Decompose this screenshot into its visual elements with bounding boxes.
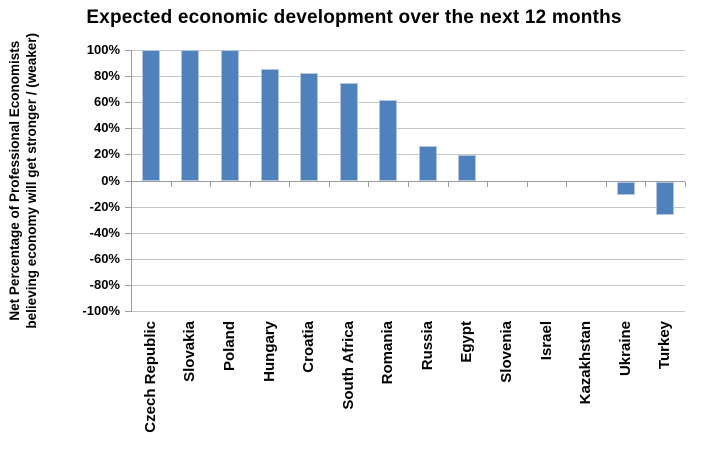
x-axis-tick-mark — [131, 182, 132, 187]
x-category-cell: South Africa — [329, 321, 369, 449]
x-category-cell: Slovenia — [487, 321, 527, 449]
x-category-label: Poland — [220, 321, 238, 372]
gridline — [131, 259, 685, 260]
x-axis-tick-mark — [329, 182, 330, 187]
y-tick-label: -60% — [89, 251, 120, 266]
gridline — [131, 311, 685, 312]
bar-ukraine — [617, 182, 635, 195]
x-category-cell: Ukraine — [606, 321, 646, 449]
x-axis-tick-mark — [171, 182, 172, 187]
y-axis-tick-mark — [125, 76, 131, 77]
x-category-cell: Kazakhstan — [566, 321, 606, 449]
bar-south-africa — [340, 83, 358, 181]
y-tick-label: 60% — [93, 94, 120, 109]
x-category-cell: Egypt — [448, 321, 488, 449]
x-category-label: Czech Republic — [141, 321, 159, 433]
bar-egypt — [458, 155, 476, 181]
y-tick-label: -80% — [89, 277, 120, 292]
gridline — [131, 76, 685, 77]
x-axis-tick-mark — [685, 182, 686, 187]
x-category-cell: Romania — [368, 321, 408, 449]
bar-czech-republic — [142, 50, 160, 181]
y-axis-title-line1: Net Percentage of Professional Economist… — [7, 41, 22, 321]
y-axis-tick-mark — [125, 102, 131, 103]
y-axis-tick-mark — [125, 181, 131, 182]
x-axis-labels: Czech Republic Slovakia Poland Hungary Croat… — [131, 321, 685, 449]
x-category-label: Slovakia — [181, 321, 199, 382]
y-axis-tick-mark — [125, 154, 131, 155]
plot-area — [125, 50, 686, 312]
x-category-cell: Turkey — [646, 321, 686, 449]
x-axis-tick-mark — [487, 182, 488, 187]
x-category-label: Slovenia — [497, 321, 515, 383]
y-tick-label: -20% — [89, 199, 120, 214]
x-category-cell: Israel — [527, 321, 567, 449]
y-axis-tick-mark — [125, 233, 131, 234]
x-category-cell: Hungary — [250, 321, 290, 449]
bar-poland — [221, 50, 239, 181]
x-category-cell: Czech Republic — [131, 321, 171, 449]
y-axis-tick-mark — [125, 50, 131, 51]
x-axis-tick-mark — [210, 182, 211, 187]
x-axis-tick-mark — [566, 182, 567, 187]
y-tick-label: 80% — [93, 68, 120, 83]
y-tick-label: -100% — [82, 303, 120, 318]
y-tick-label: -40% — [89, 225, 120, 240]
gridline — [131, 128, 685, 129]
bar-slovakia — [181, 50, 199, 181]
gridline — [131, 50, 685, 51]
x-category-label: Turkey — [656, 321, 674, 370]
x-axis-tick-mark — [408, 182, 409, 187]
x-category-cell: Poland — [210, 321, 250, 449]
x-category-cell: Croatia — [289, 321, 329, 449]
bar-hungary — [261, 69, 279, 181]
gridline — [131, 233, 685, 234]
x-axis-tick-mark — [448, 182, 449, 187]
x-category-label: Egypt — [458, 321, 476, 363]
x-axis-tick-mark — [250, 182, 251, 187]
gridline — [131, 102, 685, 103]
x-axis-tick-mark — [527, 182, 528, 187]
x-category-label: Romania — [379, 321, 397, 385]
x-axis-tick-mark — [368, 182, 369, 187]
x-axis-tick-mark — [645, 182, 646, 187]
x-category-cell: Slovakia — [171, 321, 211, 449]
x-category-label: South Africa — [339, 321, 357, 410]
y-axis-tick-mark — [125, 259, 131, 260]
chart-title: Expected economic development over the n… — [86, 7, 622, 28]
y-axis-line — [131, 50, 132, 312]
y-tick-label: 40% — [93, 120, 120, 135]
gridline — [131, 154, 685, 155]
y-axis-tick-mark — [125, 128, 131, 129]
y-tick-label: 20% — [93, 146, 120, 161]
gridline — [131, 285, 685, 286]
x-axis-zero-line — [131, 181, 685, 182]
x-category-label: Hungary — [260, 321, 278, 382]
y-axis-title-text: Net Percentage of Professional Economist… — [6, 33, 40, 329]
x-category-label: Israel — [537, 321, 555, 361]
x-category-label: Kazakhstan — [577, 321, 595, 405]
x-category-label: Croatia — [300, 321, 318, 373]
x-category-cell: Russia — [408, 321, 448, 449]
x-axis-tick-mark — [606, 182, 607, 187]
x-axis-tick-mark — [289, 182, 290, 187]
y-tick-label: 100% — [86, 42, 120, 57]
y-axis-tick-mark — [125, 285, 131, 286]
bar-turkey — [656, 182, 674, 215]
y-axis-tick-mark — [125, 207, 131, 208]
y-axis-title-line2: believing economy will get stronger / (w… — [24, 33, 39, 329]
y-axis-tick-mark — [125, 311, 131, 312]
gridline — [131, 207, 685, 208]
bar-croatia — [300, 73, 318, 181]
bar-romania — [379, 100, 397, 181]
y-tick-label: 0% — [101, 173, 120, 188]
x-category-label: Ukraine — [616, 321, 634, 377]
bar-russia — [419, 146, 437, 181]
y-axis-title: Net Percentage of Professional Economist… — [2, 33, 44, 329]
x-category-label: Russia — [418, 321, 436, 371]
